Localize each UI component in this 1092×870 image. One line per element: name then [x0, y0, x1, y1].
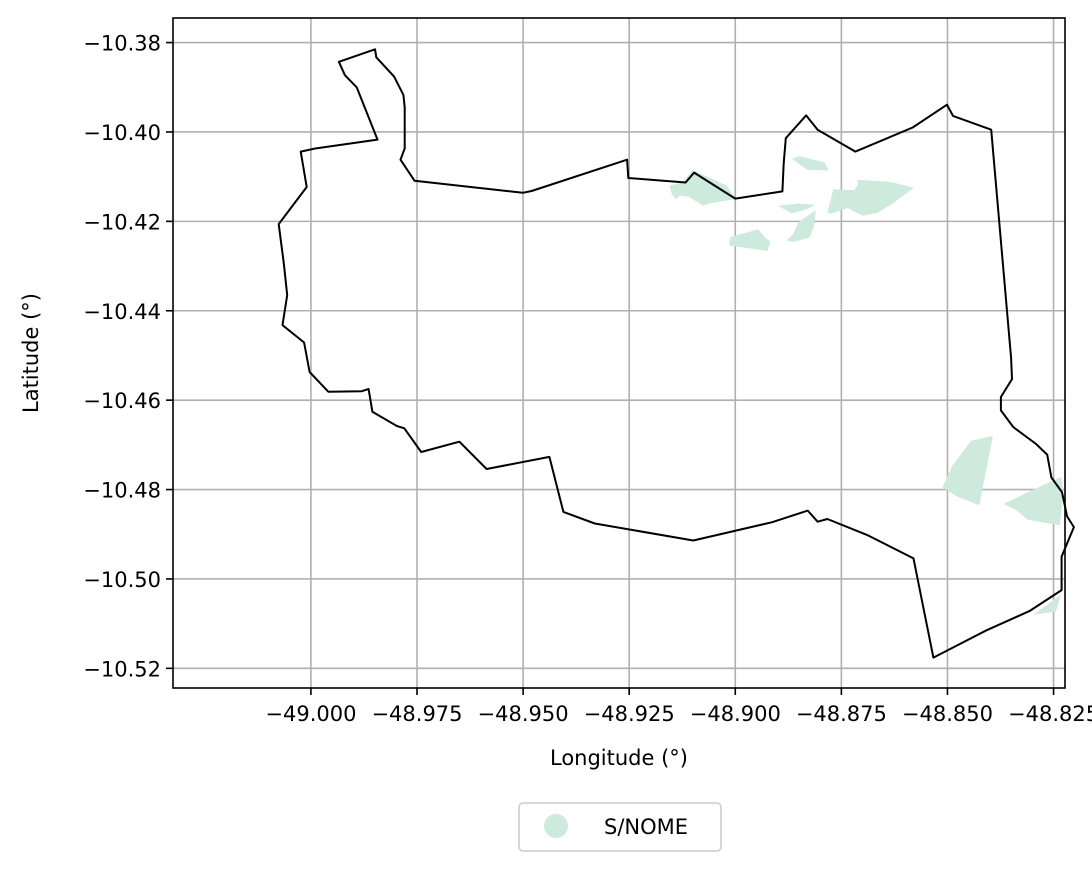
municipality-boundary: [277, 48, 1075, 659]
y-axis-label: Latitude (°): [19, 293, 43, 413]
feature-polygon: [942, 435, 993, 506]
legend-box: [518, 802, 722, 852]
y-tick-label: −10.52: [83, 657, 161, 681]
y-tick-label: −10.38: [83, 32, 161, 56]
x-tick-label: −48.900: [690, 702, 781, 726]
y-tick-label: −10.46: [83, 389, 161, 413]
map-features: [669, 156, 1064, 615]
y-tick-label: −10.50: [83, 568, 161, 592]
feature-polygon: [827, 179, 914, 216]
x-tick-label: −48.950: [478, 702, 569, 726]
x-tick-label: −48.875: [796, 702, 887, 726]
feature-polygon: [786, 210, 816, 242]
grid-lines: [173, 18, 1065, 688]
x-tick-label: −48.975: [371, 702, 462, 726]
axes-frame: [172, 17, 1066, 689]
feature-polygon: [1003, 477, 1064, 526]
x-tick-label: −49.000: [265, 702, 356, 726]
boundary-outline: [277, 48, 1075, 659]
feature-polygon: [778, 203, 816, 214]
legend-marker-circle: [544, 814, 568, 838]
y-tick-label: −10.40: [83, 121, 161, 145]
y-tick-label: −10.44: [83, 300, 161, 324]
feature-polygon: [792, 156, 829, 171]
x-tick-label: −48.925: [584, 702, 675, 726]
legend-label: S/NOME: [604, 815, 688, 839]
axis-ticks: −49.000 −48.975 −48.950 −48.925 −48.900 −48.8…: [83, 32, 1092, 726]
x-tick-label: −48.850: [902, 702, 993, 726]
x-axis-label: Longitude (°): [550, 746, 688, 770]
y-tick-label: −10.48: [83, 479, 161, 503]
x-tick-label: −48.825: [1008, 702, 1092, 726]
y-tick-label: −10.42: [83, 210, 161, 234]
feature-polygon: [669, 170, 736, 206]
feature-polygon: [1033, 594, 1061, 615]
legend: S/NOME: [518, 802, 722, 852]
feature-polygon: [728, 229, 771, 251]
